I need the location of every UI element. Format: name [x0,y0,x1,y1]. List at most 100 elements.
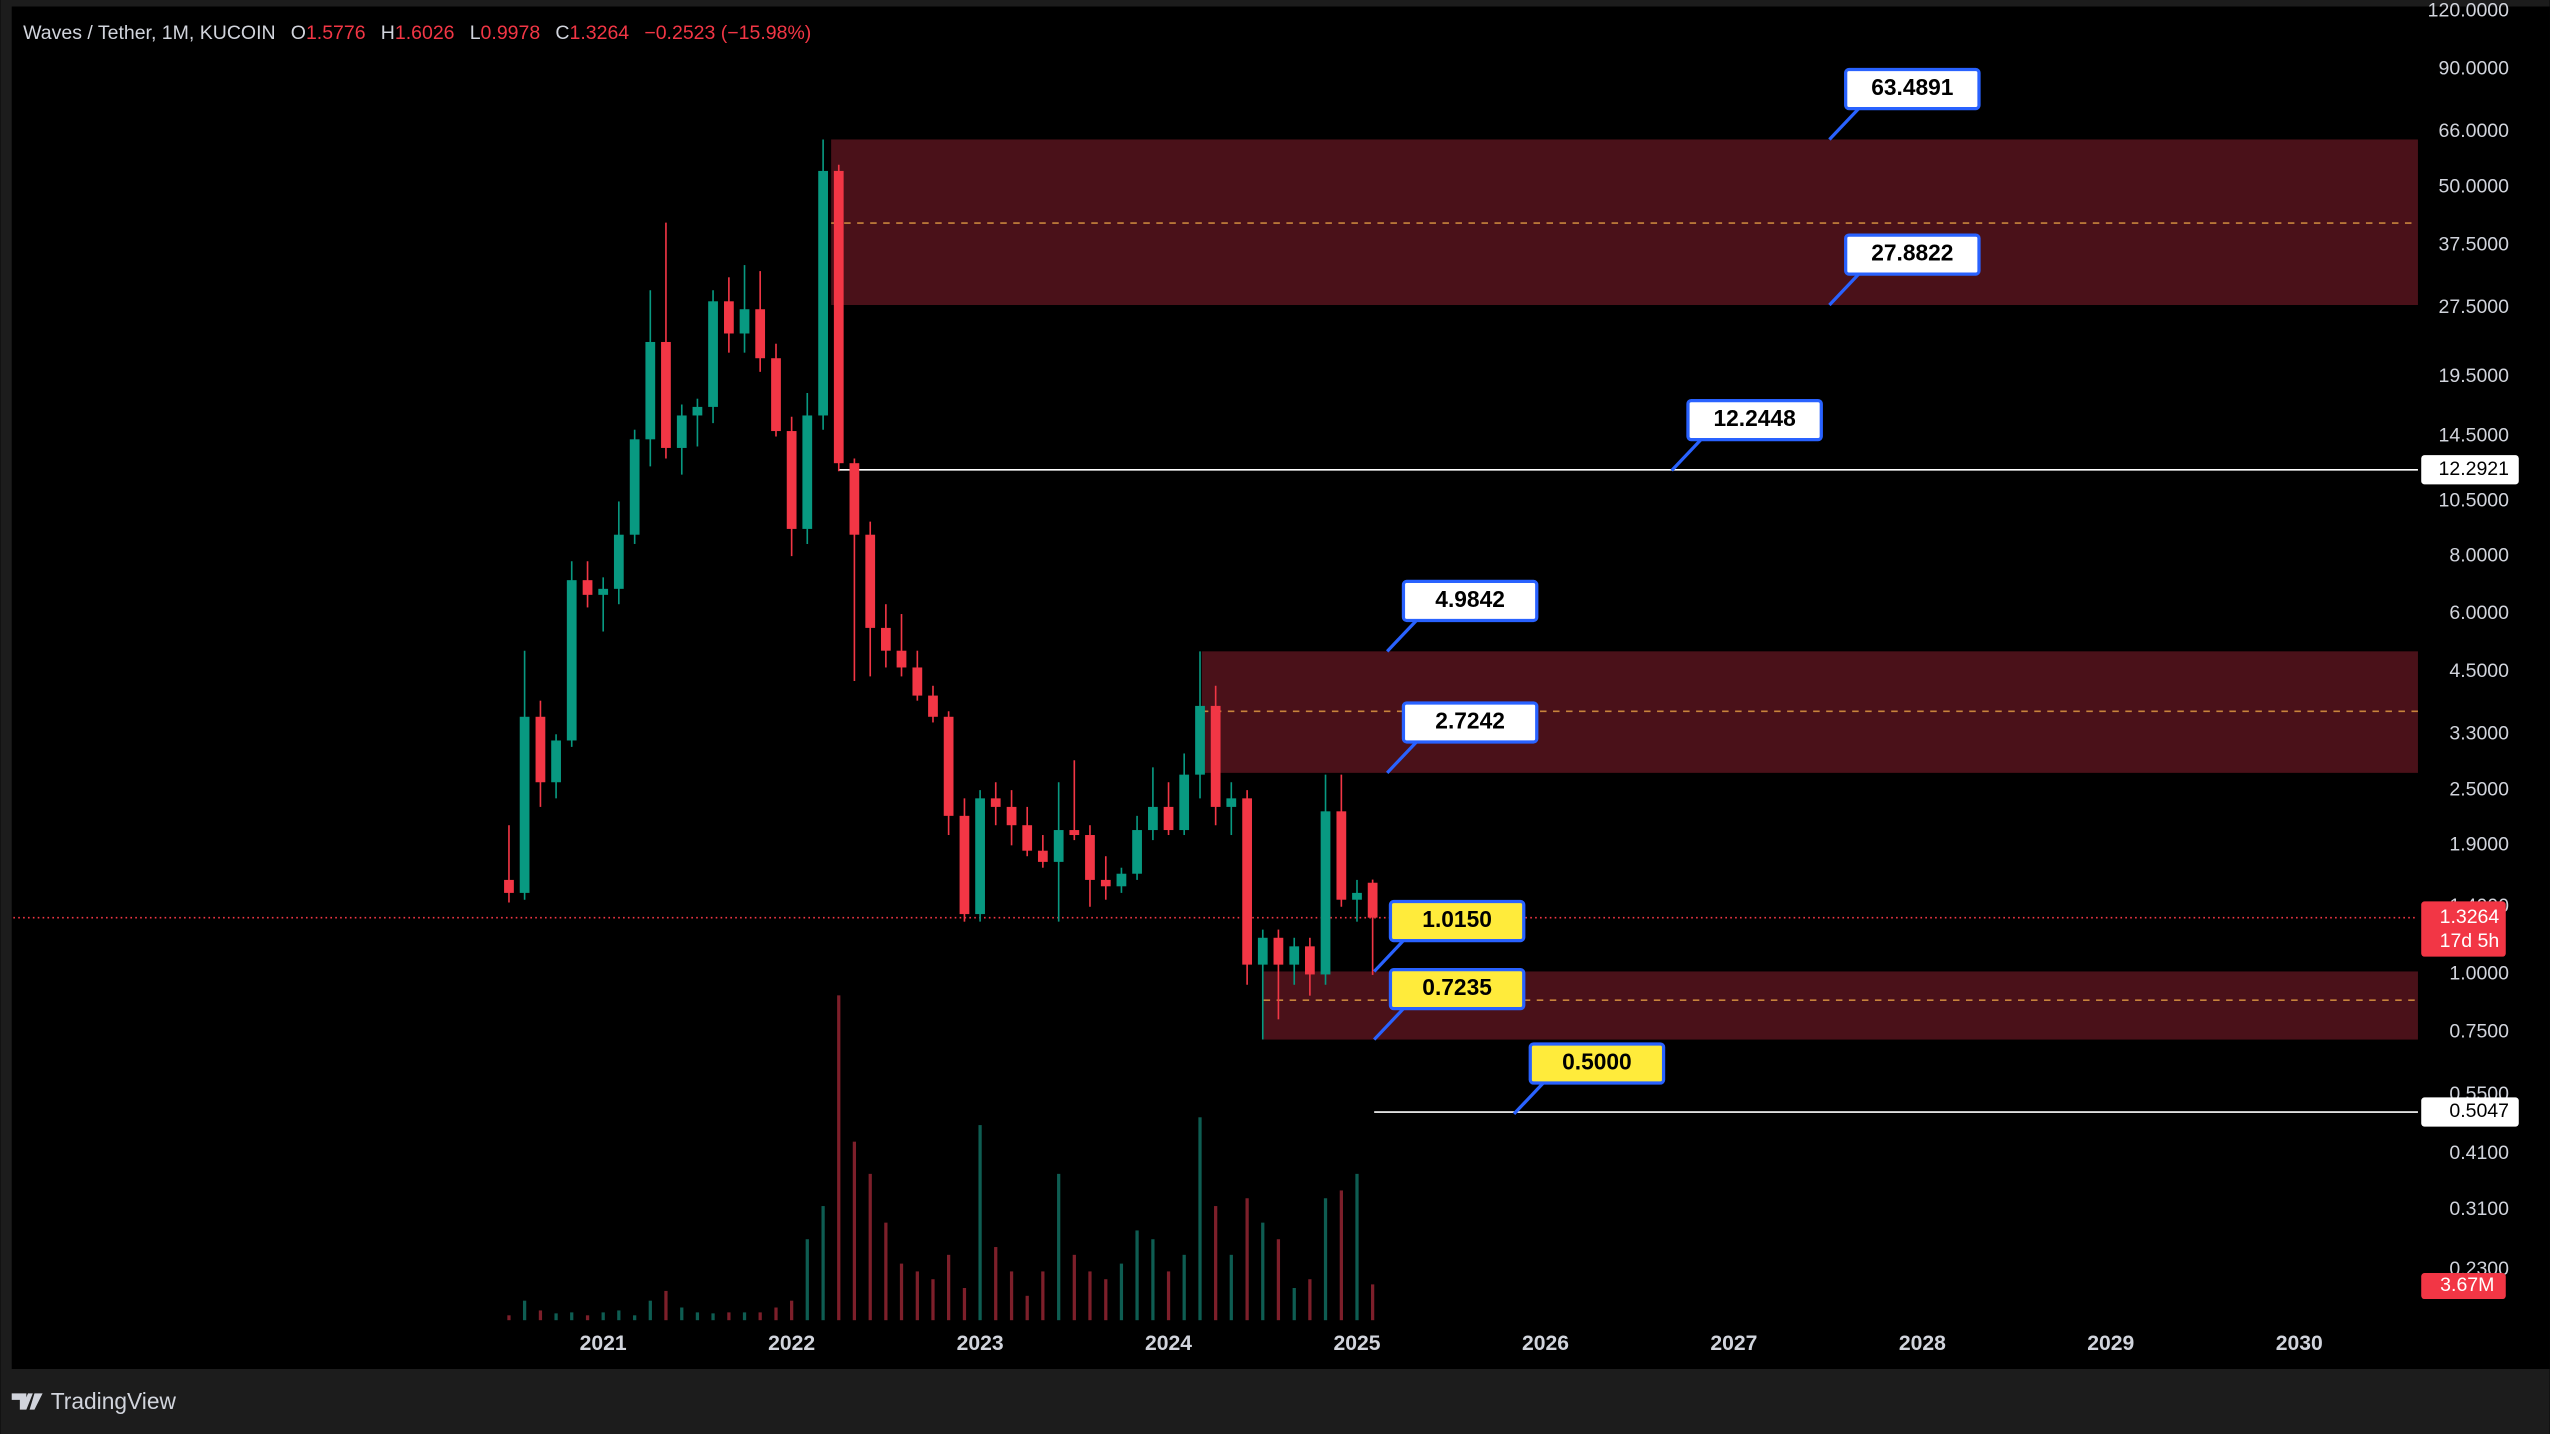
volume-bar [1261,1222,1265,1321]
volume-bar [805,1239,809,1321]
volume-bar [680,1307,684,1321]
volume-bar [1339,1190,1343,1321]
volume-bar [1292,1287,1296,1321]
y-tick-label: 4.5000 [2449,660,2509,682]
candle-body [551,740,561,783]
y-tick-label: 0.7500 [2449,1020,2509,1042]
callout: 12.2448 [1670,398,1823,472]
candle-body [692,406,703,416]
zone [1201,651,2418,773]
price-tag [2421,901,2506,957]
callout-pointer [1670,438,1703,472]
candle-body [818,170,828,416]
candle-body [582,580,593,595]
o-key: O [291,22,306,44]
candle-body [990,798,1001,807]
callout: 1.0150 [1372,899,1526,973]
brand[interactable]: TradingView [11,1388,177,1414]
callout-box [1844,67,1981,111]
candle-body [833,170,844,464]
x-tick-label: 2025 [1333,1332,1380,1355]
volume-bar [1088,1271,1092,1321]
volume-bar [1166,1271,1171,1321]
callout-pointer [1372,1007,1405,1041]
volume-bar [601,1312,605,1321]
volume-bar [1245,1198,1249,1321]
candle-body [739,309,750,334]
y-tick-label: 90.0000 [2439,57,2510,79]
callout: 0.5000 [1512,1042,1666,1116]
level-tag [2421,1097,2519,1127]
candle-body [1179,774,1190,831]
candle-body [1320,811,1331,975]
y-tick-label: 10.5000 [2439,490,2510,512]
candle-body [1195,705,1205,775]
volume-bar [570,1312,574,1321]
volume-bar [664,1290,668,1321]
candle-body [1352,892,1362,900]
candle-body [598,588,609,595]
callout-label: 4.9842 [1435,586,1505,612]
x-tick-label: 2027 [1710,1332,1757,1355]
volume-bar [899,1263,904,1321]
candle-body [1148,806,1158,831]
volume-tag-label: 3.67M [2440,1274,2494,1296]
price-tag-label: 1.3264 [2440,906,2500,928]
y-tick-label: 14.5000 [2439,425,2510,447]
volume-bar [648,1300,652,1321]
volume-bar [742,1312,747,1321]
zone [831,139,2418,305]
callout-box [1388,968,1526,1011]
volume-bar [1104,1279,1108,1321]
candle-body [1305,946,1315,975]
volume-bar [522,1300,527,1321]
volume-bar [1198,1117,1202,1321]
volume-bar [915,1271,919,1321]
callout-pointer [1386,619,1418,653]
h-key: H [381,22,395,44]
volume-bar [1276,1239,1281,1321]
y-tick-label: 6.0000 [2449,602,2509,624]
volume-bar [1072,1254,1076,1321]
candle-body [1069,830,1080,836]
candle-body [849,463,860,535]
candle-body [724,301,734,334]
y-tick-label: 0.3100 [2449,1198,2509,1220]
callout-label: 12.2448 [1714,405,1796,431]
candle-body [1257,937,1268,965]
volume-bar [1182,1254,1186,1321]
y-tick-label: 37.5000 [2439,234,2510,256]
candle-body [1085,835,1095,880]
candle-body [629,439,640,535]
level-tag [2421,455,2519,485]
candle-body [1336,811,1347,900]
y-tick-label: 0.4100 [2449,1142,2509,1164]
callout: 63.4891 [1828,67,1981,141]
candle-body [1006,806,1017,826]
callout-label: 27.8822 [1871,240,1953,266]
volume-bar [617,1310,621,1321]
x-tick-label: 2023 [957,1332,1004,1355]
candle-body [771,358,781,432]
callout-label: 63.4891 [1871,74,1954,100]
callout-pointer [1372,939,1405,973]
volume-bar [1009,1271,1014,1321]
change: −0.2523 (−15.98%) [644,22,811,44]
callout-label: 2.7242 [1435,707,1505,733]
x-tick-label: 2024 [1145,1332,1192,1355]
logo [11,1393,43,1410]
volume-bar [962,1287,967,1321]
y-tick-label: 120.0000 [2428,0,2509,22]
volume-bar [774,1307,778,1321]
candle-body [1163,806,1174,831]
volume-bar [978,1125,982,1321]
candle-body [566,580,577,741]
callout-label: 1.0150 [1422,906,1492,932]
volume-bar [538,1310,543,1321]
callout-box [1401,701,1539,744]
volume-bar [821,1206,825,1321]
candle-body [661,341,671,448]
y-tick-label: 3.3000 [2449,722,2509,744]
candle-body [928,695,938,717]
